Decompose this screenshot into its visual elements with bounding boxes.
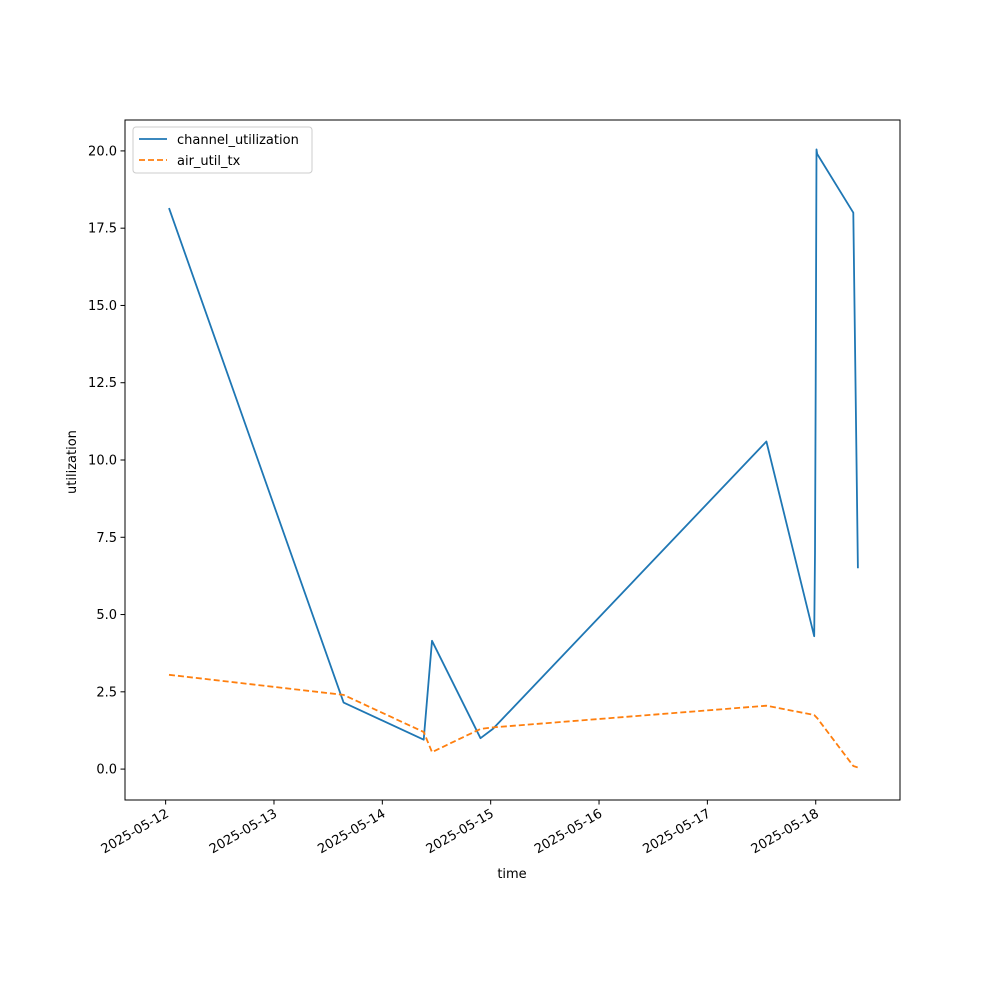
y-axis-title: utilization [65,430,80,494]
y-tick-label: 12.5 [88,376,117,391]
y-tick-label: 10.0 [88,454,117,469]
y-tick-label: 20.0 [88,144,117,159]
y-tick-label: 0.0 [96,763,117,778]
series-line-channel-utilization [168,148,859,741]
y-tick-label: 2.5 [96,685,117,700]
series-line-air-util-tx [168,673,859,769]
series-layer [168,148,859,769]
y-tick-label: 15.0 [88,299,117,314]
legend: channel_utilization air_util_tx [132,126,313,174]
y-axis: 0.0 2.5 5.0 7.5 10.0 12.5 15.0 17.5 20.0 [88,144,125,778]
x-axis-title: time [497,867,526,882]
y-tick-label: 7.5 [96,531,117,546]
y-tick-label: 5.0 [96,608,117,623]
legend-label-air-util-tx: air_util_tx [177,154,241,169]
legend-label-channel-utilization: channel_utilization [177,133,299,148]
legend-box [132,126,313,174]
y-tick-label: 17.5 [88,222,117,237]
